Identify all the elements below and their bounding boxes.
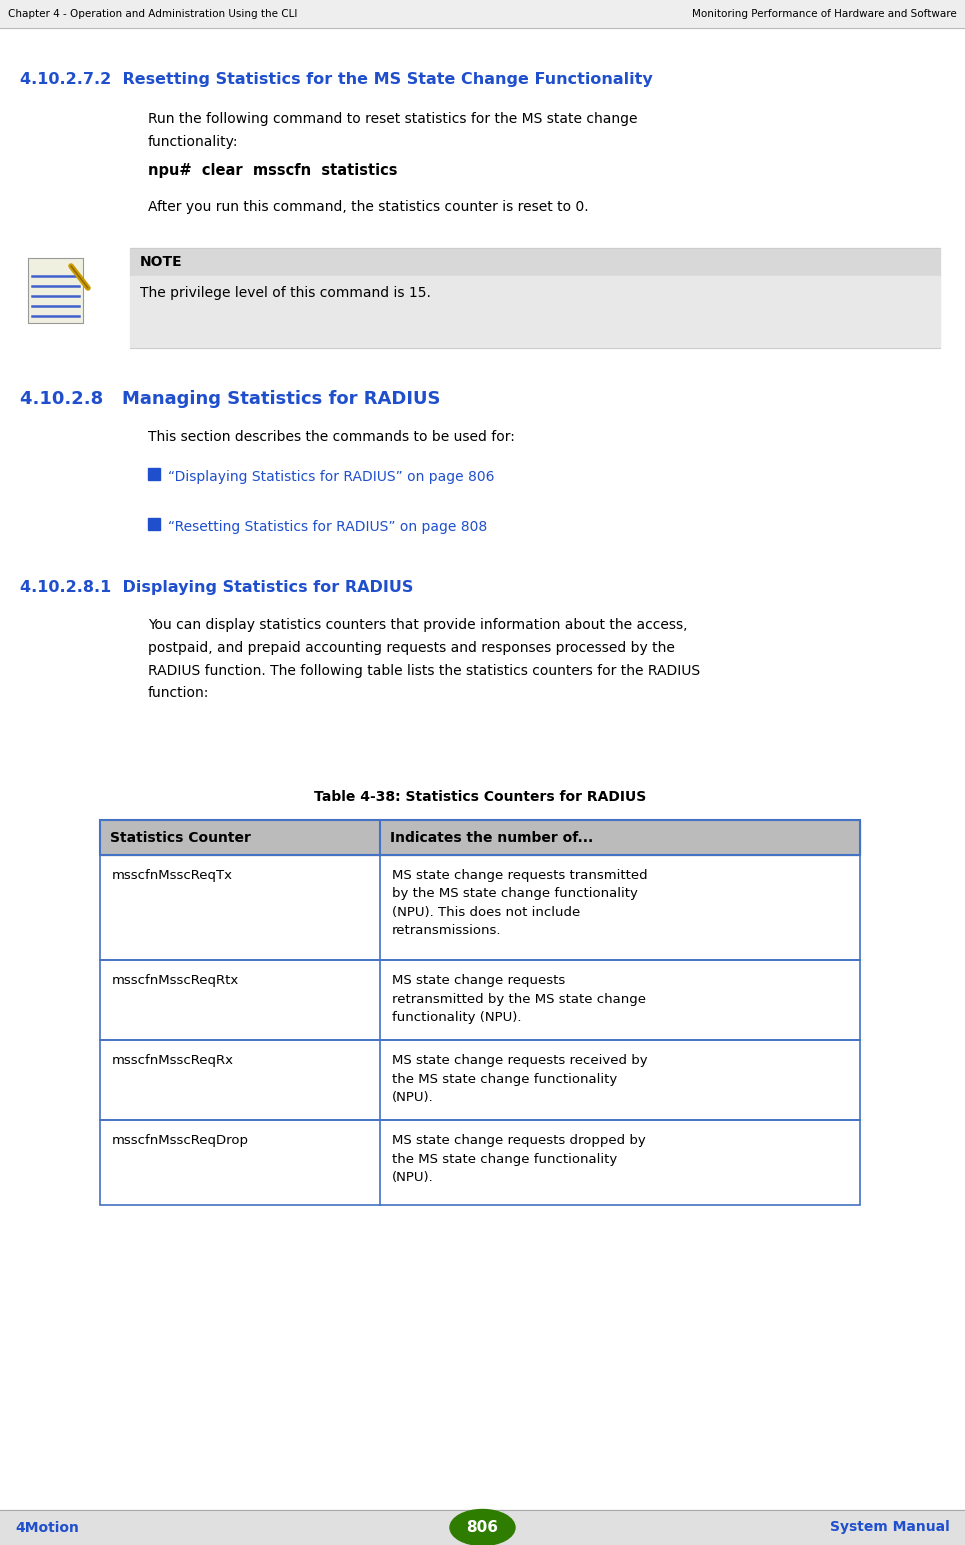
- Text: 4.10.2.8.1  Displaying Statistics for RADIUS: 4.10.2.8.1 Displaying Statistics for RAD…: [20, 579, 413, 595]
- Bar: [100, 820, 860, 854]
- Text: Monitoring Performance of Hardware and Software: Monitoring Performance of Hardware and S…: [692, 9, 957, 19]
- Text: msscfnMsscReqTx: msscfnMsscReqTx: [112, 868, 233, 882]
- Text: 4Motion: 4Motion: [15, 1520, 79, 1534]
- Text: After you run this command, the statistics counter is reset to 0.: After you run this command, the statisti…: [148, 199, 589, 215]
- Text: MS state change requests received by
the MS state change functionality
(NPU).: MS state change requests received by the…: [392, 1054, 648, 1105]
- Text: Run the following command to reset statistics for the MS state change
functional: Run the following command to reset stati…: [148, 111, 638, 148]
- Text: You can display statistics counters that provide information about the access,
p: You can display statistics counters that…: [148, 618, 701, 700]
- Bar: [148, 468, 160, 480]
- Bar: [100, 1120, 860, 1205]
- Text: msscfnMsscReqRx: msscfnMsscReqRx: [112, 1054, 234, 1068]
- Bar: [100, 820, 860, 854]
- Text: Statistics Counter: Statistics Counter: [110, 831, 251, 845]
- Text: Chapter 4 - Operation and Administration Using the CLI: Chapter 4 - Operation and Administration…: [8, 9, 297, 19]
- Bar: [28, 258, 83, 323]
- Bar: [100, 1040, 860, 1120]
- Text: 4.10.2.7.2  Resetting Statistics for the MS State Change Functionality: 4.10.2.7.2 Resetting Statistics for the …: [20, 73, 652, 87]
- Text: 4.10.2.8   Managing Statistics for RADIUS: 4.10.2.8 Managing Statistics for RADIUS: [20, 389, 440, 408]
- Bar: [148, 518, 160, 530]
- Text: MS state change requests
retransmitted by the MS state change
functionality (NPU: MS state change requests retransmitted b…: [392, 973, 646, 1024]
- Text: MS state change requests dropped by
the MS state change functionality
(NPU).: MS state change requests dropped by the …: [392, 1134, 646, 1183]
- Text: The privilege level of this command is 15.: The privilege level of this command is 1…: [140, 286, 431, 300]
- Text: npu#  clear  msscfn  statistics: npu# clear msscfn statistics: [148, 164, 398, 178]
- Text: “Resetting Statistics for RADIUS” on page 808: “Resetting Statistics for RADIUS” on pag…: [168, 521, 487, 535]
- Text: System Manual: System Manual: [830, 1520, 950, 1534]
- Text: MS state change requests transmitted
by the MS state change functionality
(NPU).: MS state change requests transmitted by …: [392, 868, 648, 938]
- Bar: [100, 959, 860, 1040]
- Text: NOTE: NOTE: [140, 255, 182, 269]
- Bar: [100, 854, 860, 959]
- Bar: [0, 0, 965, 28]
- Bar: [100, 959, 860, 1040]
- Bar: [130, 249, 940, 277]
- Bar: [0, 1509, 965, 1545]
- Text: “Displaying Statistics for RADIUS” on page 806: “Displaying Statistics for RADIUS” on pa…: [168, 470, 494, 484]
- Bar: [100, 1040, 860, 1120]
- Text: This section describes the commands to be used for:: This section describes the commands to b…: [148, 430, 515, 443]
- Bar: [130, 277, 940, 348]
- Ellipse shape: [450, 1509, 515, 1545]
- Text: Table 4-38: Statistics Counters for RADIUS: Table 4-38: Statistics Counters for RADI…: [314, 789, 647, 803]
- Bar: [100, 854, 860, 959]
- Text: Indicates the number of...: Indicates the number of...: [390, 831, 593, 845]
- Text: msscfnMsscReqDrop: msscfnMsscReqDrop: [112, 1134, 249, 1146]
- Text: msscfnMsscReqRtx: msscfnMsscReqRtx: [112, 973, 239, 987]
- Text: 806: 806: [466, 1520, 499, 1536]
- Bar: [100, 1120, 860, 1205]
